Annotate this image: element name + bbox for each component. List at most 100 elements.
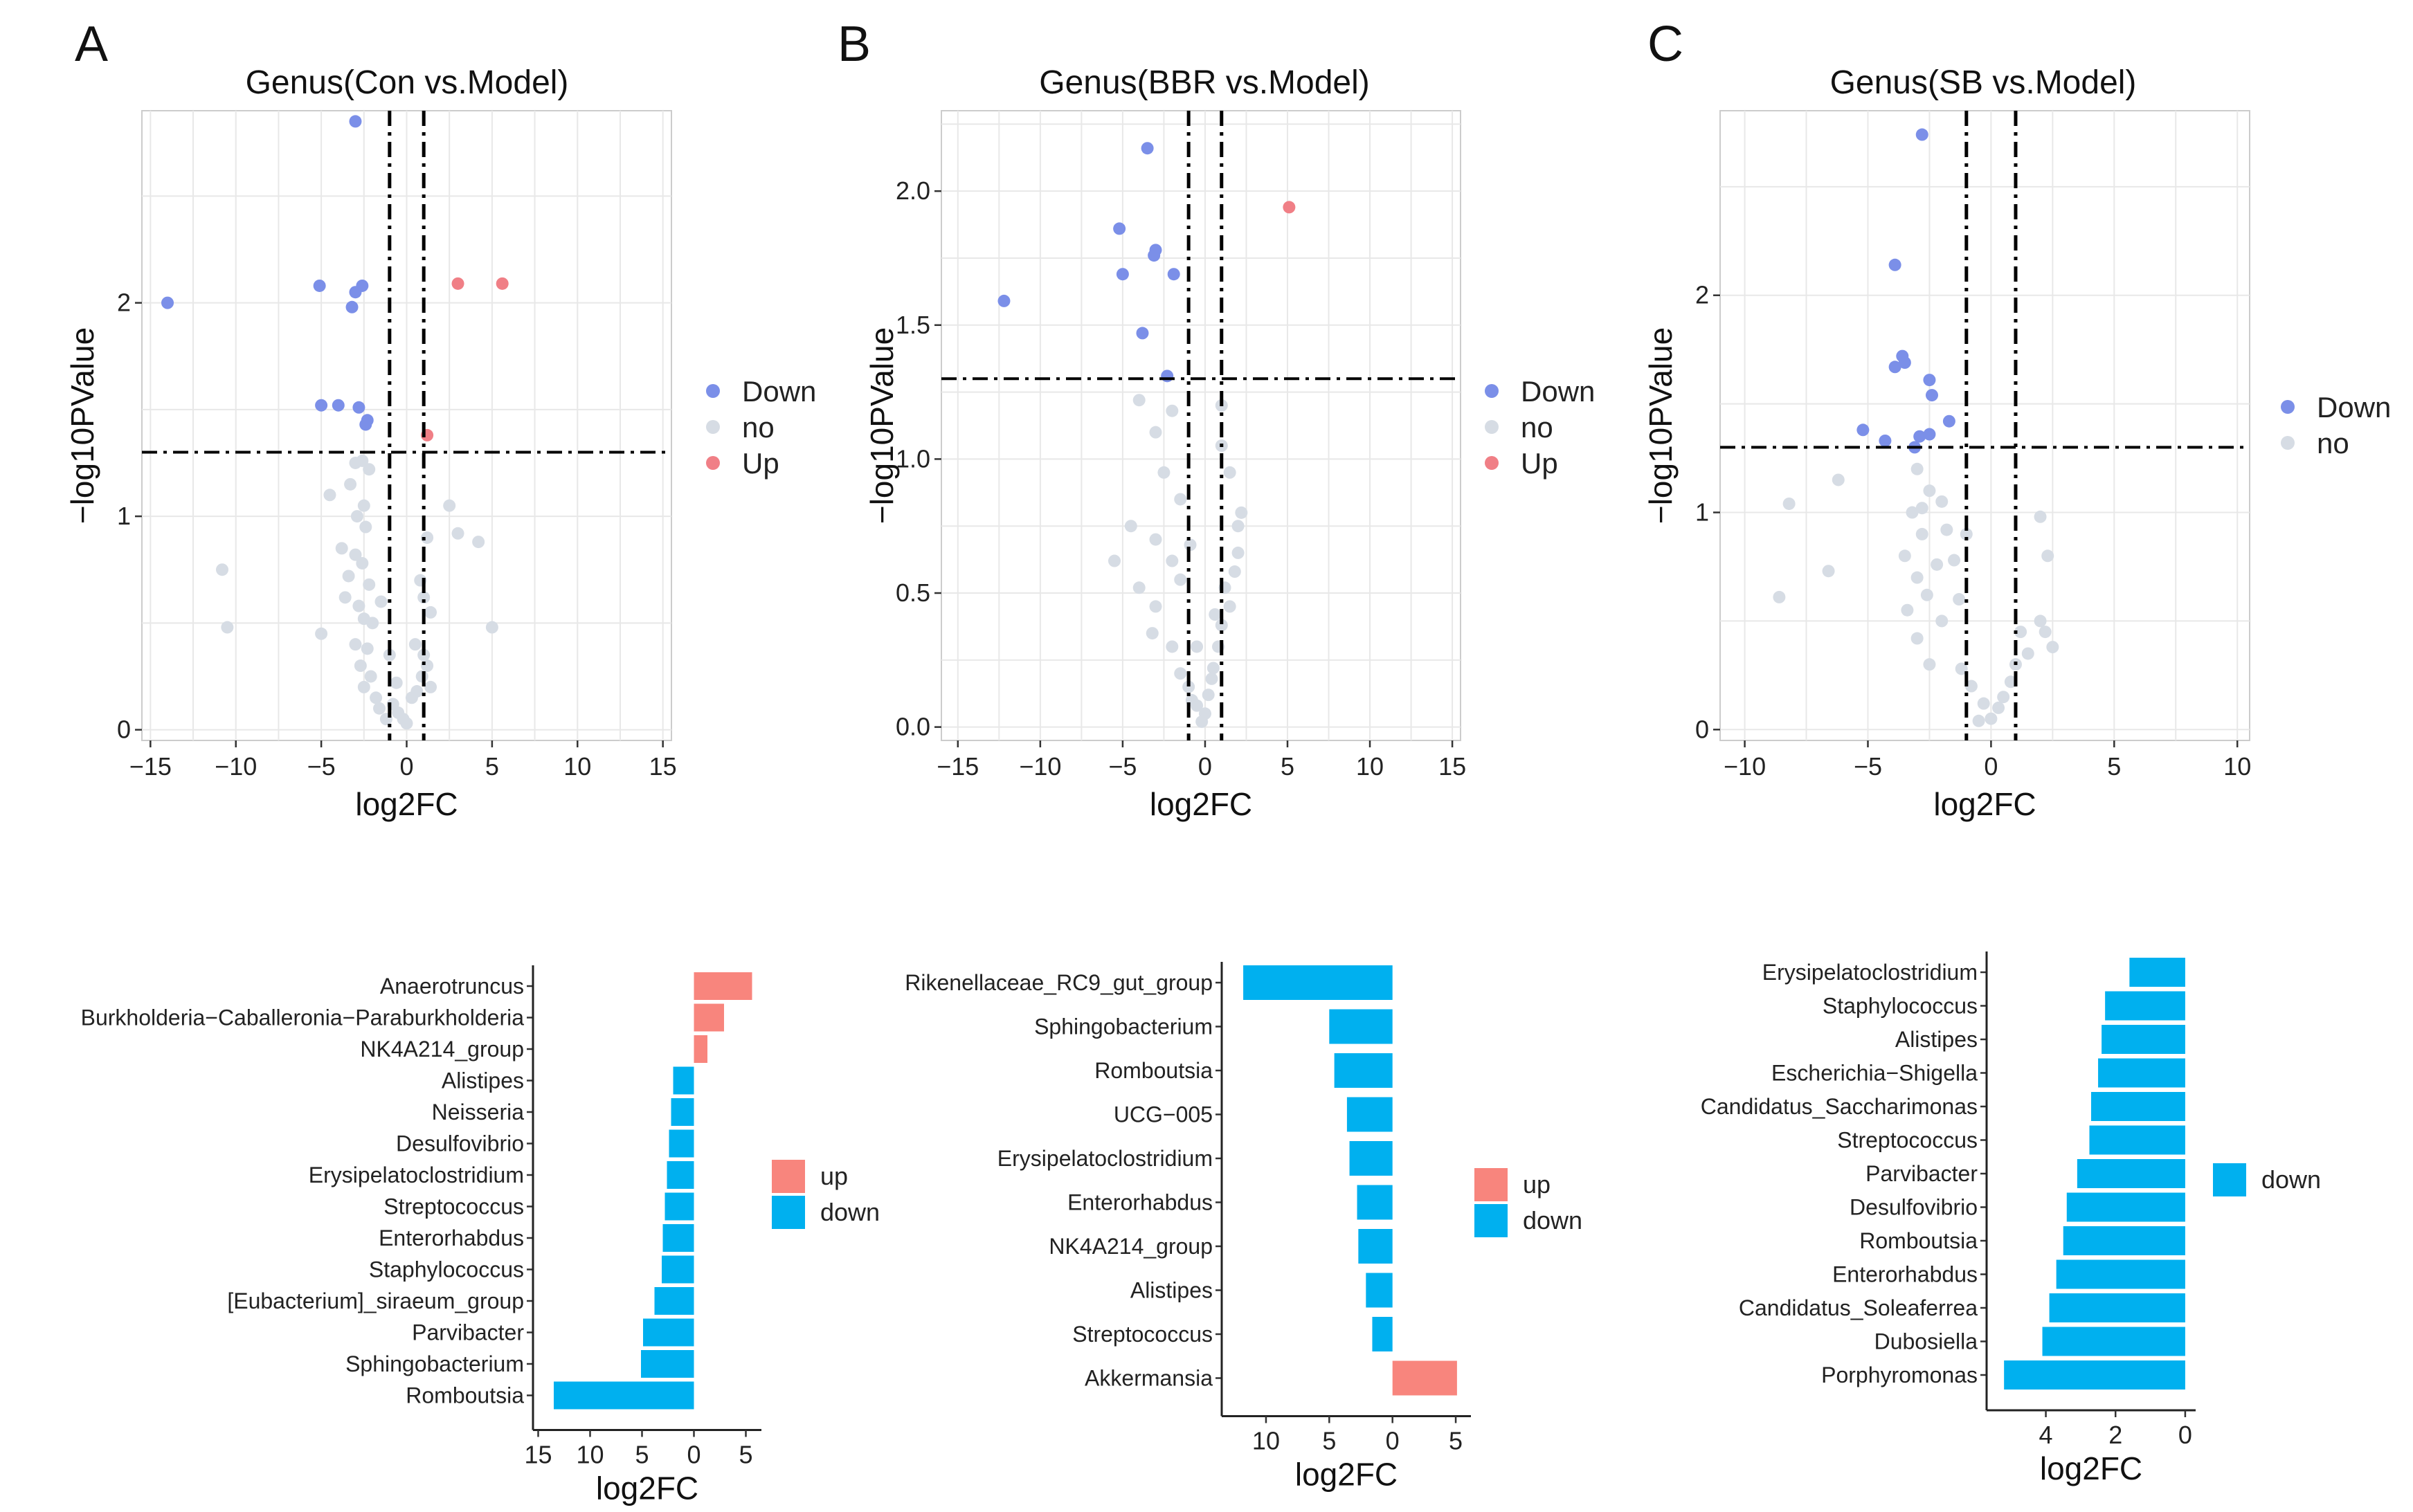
scatter-0-point-no	[408, 638, 422, 651]
bar-2-bar	[2049, 1293, 2185, 1322]
bar-2-bar	[2063, 1226, 2185, 1255]
bar-0-bar	[694, 1035, 707, 1063]
scatter-0-group: −15 −10 −5 0 5 10 15 0 1 2 log2FC −log10PValue Genus…	[64, 64, 816, 822]
scatter-1-point-no	[1174, 493, 1187, 506]
bar-1-legend-swatch-down	[1474, 1204, 1508, 1237]
scatter-1-point-down	[1141, 142, 1154, 155]
panel-letter-a: A	[75, 17, 108, 72]
scatter-0-point-no	[363, 463, 376, 476]
bar-0-xlabel: log2FC	[596, 1470, 698, 1506]
scatter-1-legend-label-down: Down	[1521, 375, 1595, 408]
scatter-1-xtick-label: 10	[1356, 752, 1384, 781]
bar-2-category-label: Dubosiella	[1874, 1329, 1978, 1354]
bar-0-bar	[669, 1129, 694, 1158]
scatter-0-point-down	[315, 399, 328, 412]
scatter-0-point-down	[313, 279, 326, 292]
scatter-2-point-no	[1901, 603, 1914, 617]
scatter-1-point-no	[1223, 600, 1236, 613]
scatter-0-point-no	[338, 591, 352, 604]
scatter-1-point-no	[1205, 672, 1218, 685]
bar-0-category-label: Sphingobacterium	[345, 1351, 524, 1376]
scatter-0-legend-label-down: Down	[742, 375, 816, 408]
bar-1-category-label: UCG−005	[1114, 1102, 1213, 1127]
bar-0-bar	[694, 1003, 724, 1032]
scatter-1-legend-swatch-down	[1485, 384, 1499, 398]
scatter-2-point-no	[1910, 632, 1924, 645]
bar-0-category-label: [Eubacterium]_siraeum_group	[227, 1288, 524, 1313]
scatter-0-point-up	[451, 277, 464, 290]
scatter-0-point-down	[359, 418, 372, 431]
bar-0-xtick-label: 10	[576, 1441, 604, 1469]
scatter-2-xtick-label: 0	[1984, 752, 1998, 781]
scatter-2-xtick-label: 10	[2223, 752, 2251, 781]
scatter-2-point-no	[1935, 495, 1949, 508]
scatter-1-legend-swatch-up	[1485, 456, 1499, 470]
scatter-0-point-down	[161, 296, 174, 309]
bar-1-xtick-label: 10	[1252, 1427, 1280, 1455]
scatter-0-point-no	[485, 621, 498, 634]
scatter-2-point-no	[1898, 549, 1911, 563]
scatter-1-ytick-label: 2.0	[896, 176, 930, 205]
scatter-0-xtick-label: −10	[215, 752, 257, 781]
scatter-2-point-down	[1856, 423, 1870, 437]
bar-1-legend-label-down: down	[1523, 1206, 1582, 1235]
scatter-0-point-no	[350, 510, 363, 523]
scatter-2-point-no	[2034, 614, 2047, 628]
scatter-1-point-no	[1108, 554, 1121, 567]
bar-2-category-label: Streptococcus	[1837, 1128, 1978, 1153]
scatter-2-point-no	[2034, 510, 2047, 523]
scatter-1-ytick-label: 0.5	[896, 579, 930, 607]
bar-2-xtick-label: 4	[2039, 1421, 2053, 1449]
bar-0-bar	[665, 1192, 694, 1221]
scatter-1-point-no	[1182, 680, 1195, 693]
scatter-0-xtick-label: 10	[563, 752, 591, 781]
scatter-1-point-no	[1149, 533, 1162, 546]
bar-1-category-label: Rikenellaceae_RC9_gut_group	[905, 970, 1213, 995]
bar-2-legend-label-down: down	[2261, 1165, 2321, 1194]
bar-2-bar	[2091, 1092, 2185, 1121]
scatter-1-point-no	[1132, 394, 1146, 407]
bar-0-xtick-label: 0	[687, 1441, 701, 1469]
scatter-2-xtick-label: −5	[1854, 752, 1882, 781]
scatter-2-point-down	[1913, 430, 1926, 443]
bar-0-bar	[643, 1318, 694, 1347]
scatter-1-point-no	[1195, 715, 1209, 728]
scatter-1-panel-bg	[941, 110, 1461, 741]
scatter-2-point-no	[1773, 590, 1786, 603]
scatter-0-point-no	[417, 591, 431, 604]
scatter-0-xtick-label: 15	[649, 752, 677, 781]
bar-0-category-label: Streptococcus	[383, 1194, 524, 1219]
scatter-0-point-no	[356, 556, 369, 570]
bar-1-category-label: Romboutsia	[1094, 1058, 1213, 1083]
bar-2-bar	[2004, 1360, 2185, 1390]
bar-0-category-label: Enterorhabdus	[379, 1226, 524, 1250]
scatter-2-point-no	[1992, 701, 2005, 714]
bar-0-category-label: Neisseria	[432, 1100, 525, 1124]
scatter-1-point-no	[1231, 520, 1245, 533]
scatter-0-point-no	[335, 542, 348, 555]
bar-1-bar	[1366, 1273, 1393, 1308]
bar-0-bar	[641, 1350, 694, 1378]
bar-2-bar	[2066, 1192, 2185, 1222]
scatter-1-point-no	[1191, 699, 1204, 712]
bar-2-xtick-label: 0	[2178, 1421, 2192, 1449]
scatter-1-group: −15 −10 −5 0 5 10 15 0.0 0.5 1.0 1.5 2.0 log2FC −log1…	[864, 64, 1595, 822]
bar-1-bar	[1357, 1185, 1393, 1220]
scatter-1-xtick-label: 5	[1281, 752, 1294, 781]
bar-0-bar	[654, 1287, 694, 1315]
scatter-0-legend-swatch-up	[706, 456, 720, 470]
scatter-0-point-no	[451, 527, 464, 540]
bar-1-bar	[1372, 1317, 1393, 1351]
scatter-1-point-down	[997, 294, 1011, 307]
scatter-2-point-down	[1879, 434, 1892, 447]
bar-1-category-label: NK4A214_group	[1049, 1234, 1213, 1259]
scatter-1-point-down	[1161, 370, 1174, 383]
scatter-1-point-no	[1149, 600, 1162, 613]
scatter-0-point-no	[390, 676, 403, 689]
bar-2-bar	[2098, 1058, 2185, 1088]
bar-1-xtick-label: 5	[1322, 1427, 1336, 1455]
scatter-0-ylabel: −log10PValue	[64, 327, 100, 524]
scatter-0-xtick-label: 0	[399, 752, 413, 781]
scatter-0-point-no	[421, 659, 434, 673]
scatter-1-point-no	[1235, 506, 1248, 519]
